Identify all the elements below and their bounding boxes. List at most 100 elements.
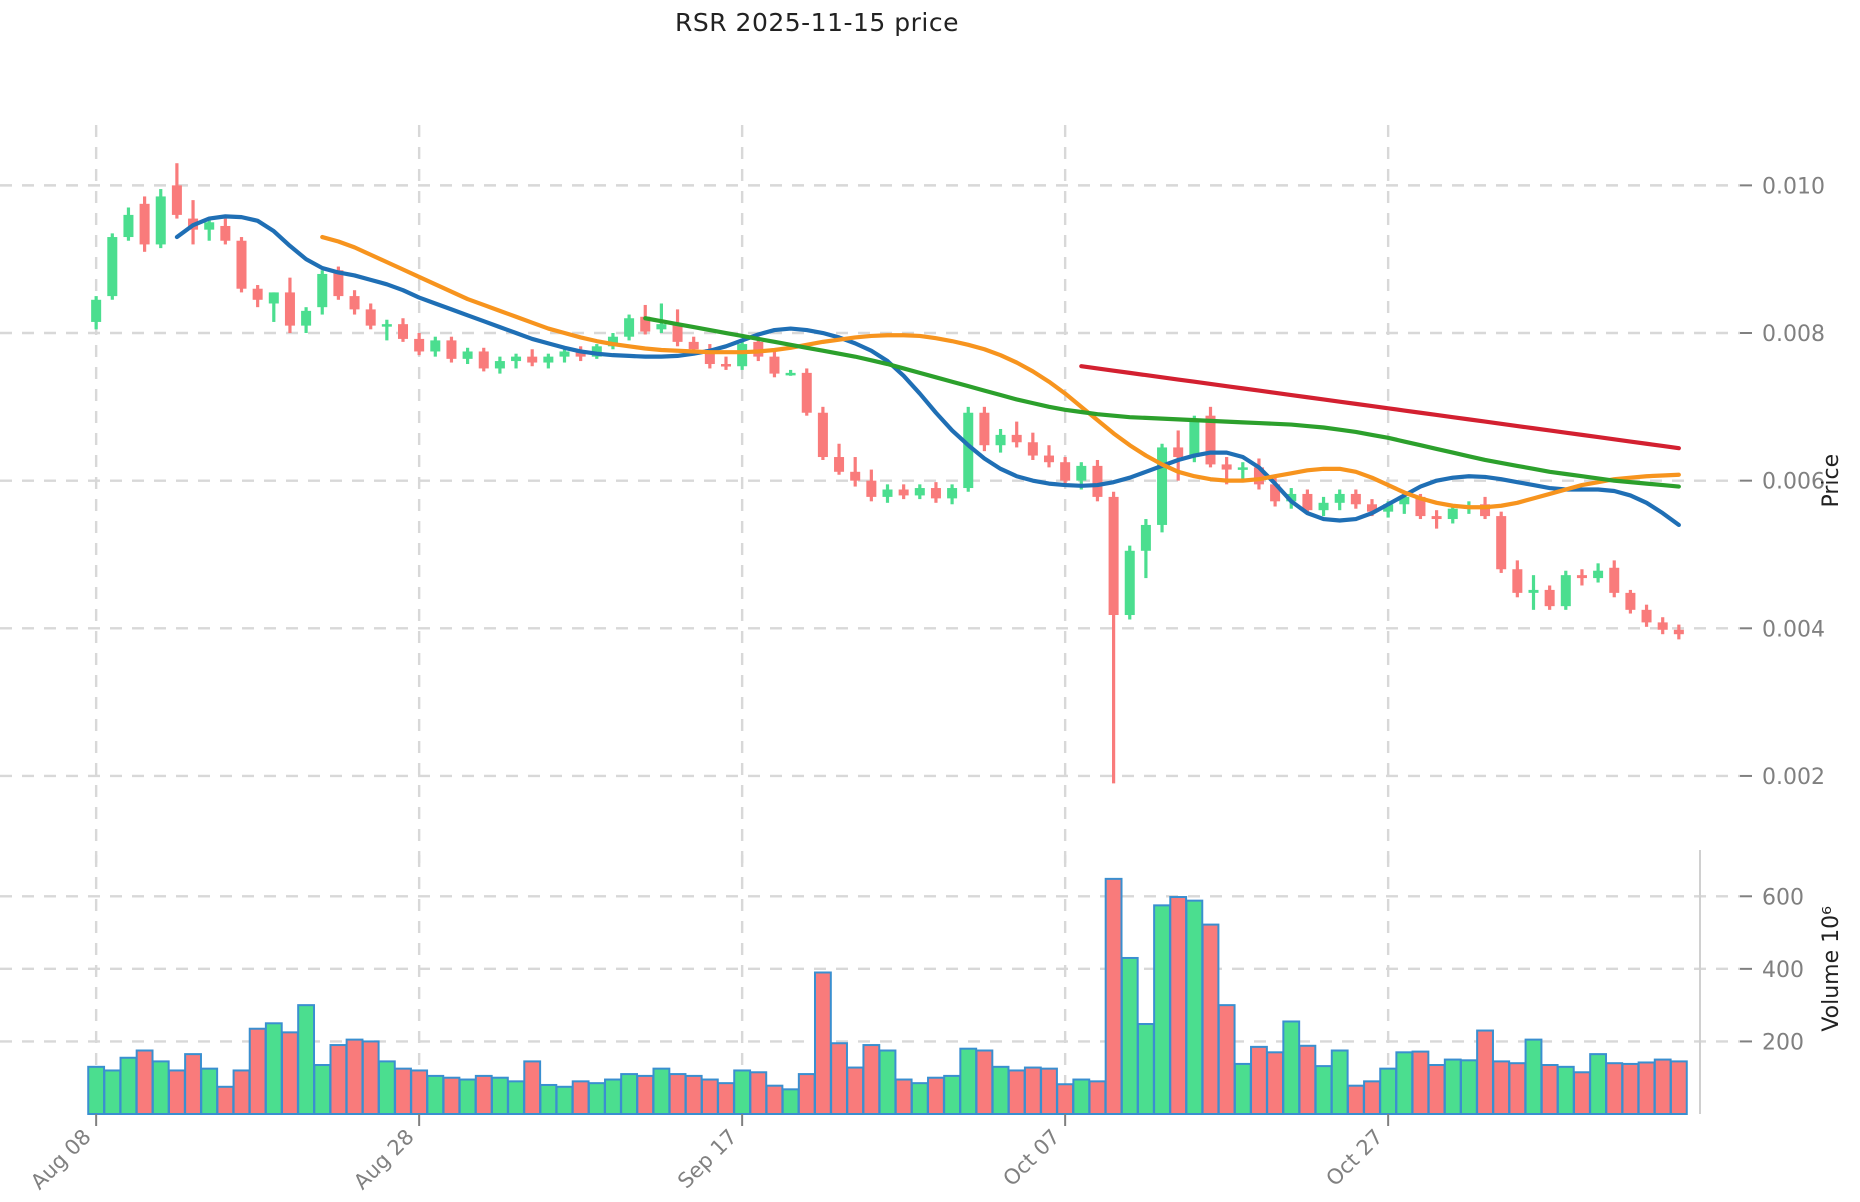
volume-bar bbox=[1669, 1060, 1688, 1116]
volume-bar bbox=[442, 1076, 461, 1115]
volume-bar bbox=[717, 1082, 735, 1115]
volume-bar bbox=[797, 1073, 816, 1115]
candle-body bbox=[446, 340, 457, 359]
candle-body bbox=[349, 296, 360, 310]
candle-body bbox=[317, 273, 328, 308]
candle-body bbox=[1237, 467, 1248, 470]
candle-body bbox=[882, 489, 893, 497]
candle-body bbox=[785, 372, 796, 376]
volume-bar bbox=[1023, 1066, 1042, 1116]
candle-body bbox=[1108, 496, 1119, 616]
volume-bar bbox=[1508, 1062, 1527, 1115]
candle-body bbox=[737, 344, 748, 367]
candle-body bbox=[1625, 592, 1636, 610]
volume-bar bbox=[684, 1074, 703, 1116]
volume-bar bbox=[248, 1027, 267, 1115]
candle-body bbox=[1431, 516, 1442, 520]
volume-bar bbox=[1233, 1062, 1252, 1115]
candle-body bbox=[1383, 504, 1394, 512]
x-tick-label: Aug 08 bbox=[26, 1125, 96, 1195]
candlestick-series bbox=[91, 163, 1684, 784]
volume-bar bbox=[587, 1082, 606, 1115]
volume-bar bbox=[846, 1066, 865, 1116]
price-tick-label: 0.006 bbox=[1762, 470, 1825, 495]
volume-bar bbox=[1007, 1069, 1026, 1116]
x-tick-label: Aug 28 bbox=[349, 1125, 419, 1195]
candle-body bbox=[947, 488, 958, 499]
grid-lines bbox=[0, 125, 1740, 1114]
candle-body bbox=[414, 338, 425, 352]
price-axis: 0.010 0.008 0.006 0.004 0.002 Price bbox=[1740, 174, 1844, 790]
x-tick-label: Oct 27 bbox=[1321, 1125, 1387, 1191]
volume-bar bbox=[1524, 1038, 1543, 1115]
volume-bar bbox=[1266, 1051, 1285, 1116]
candle-body bbox=[204, 222, 215, 230]
candle-body bbox=[1092, 465, 1103, 497]
candle-body bbox=[1302, 493, 1313, 511]
candle-body bbox=[963, 412, 974, 489]
volume-axis: 600 400 200 Volume 10⁶ bbox=[1740, 885, 1844, 1055]
candle-body bbox=[1399, 496, 1410, 505]
candle-body bbox=[1576, 575, 1587, 579]
volume-bar bbox=[781, 1088, 800, 1115]
candle-body bbox=[1609, 567, 1620, 593]
volume-bar bbox=[813, 971, 832, 1115]
candle-body bbox=[397, 324, 409, 339]
candle-body bbox=[1253, 467, 1264, 485]
volume-bar bbox=[167, 1069, 186, 1116]
volume-bar bbox=[1346, 1084, 1365, 1115]
candle-body bbox=[333, 270, 344, 297]
candle-body bbox=[720, 364, 732, 367]
candle-body bbox=[1060, 462, 1071, 481]
candle-body bbox=[640, 316, 651, 332]
x-tick-label: Oct 07 bbox=[998, 1125, 1064, 1191]
volume-bar bbox=[1492, 1060, 1511, 1116]
price-tick-label: 0.002 bbox=[1762, 765, 1825, 790]
candle-body bbox=[995, 434, 1006, 446]
volume-bar bbox=[1411, 1050, 1430, 1116]
volume-bar bbox=[1088, 1080, 1107, 1116]
candle-body bbox=[301, 310, 312, 326]
ma-green bbox=[643, 316, 1681, 489]
volume-bar bbox=[313, 1064, 332, 1115]
volume-tick-label: 400 bbox=[1762, 958, 1804, 983]
volume-bar bbox=[377, 1060, 396, 1116]
candle-body bbox=[1528, 589, 1539, 593]
candle-body bbox=[1560, 575, 1571, 607]
volume-bar bbox=[1072, 1078, 1091, 1115]
candle-body bbox=[1496, 516, 1507, 570]
candle-body bbox=[123, 214, 134, 238]
candle-body bbox=[1286, 493, 1297, 502]
volume-axis-label: Volume 10⁶ bbox=[1819, 906, 1844, 1032]
candle-body bbox=[1350, 493, 1361, 505]
volume-bar bbox=[1605, 1062, 1624, 1115]
chart-title: RSR 2025-11-15 price bbox=[674, 8, 959, 37]
candle-body bbox=[268, 292, 279, 304]
candle-body bbox=[1043, 455, 1055, 463]
volume-bar bbox=[264, 1022, 283, 1115]
candle-body bbox=[559, 351, 570, 357]
volume-bar bbox=[200, 1067, 219, 1115]
candle-body bbox=[1270, 484, 1281, 502]
candle-body bbox=[365, 309, 376, 326]
candle-body bbox=[1076, 465, 1087, 481]
volume-bar bbox=[119, 1056, 138, 1116]
volume-bar bbox=[1282, 1020, 1301, 1116]
volume-bar bbox=[1459, 1059, 1478, 1115]
volume-bar bbox=[1395, 1051, 1414, 1116]
candle-body bbox=[834, 457, 845, 472]
candle-body bbox=[1512, 569, 1523, 593]
volume-bar bbox=[636, 1074, 655, 1116]
volume-bar bbox=[943, 1074, 962, 1116]
volume-bar bbox=[232, 1069, 251, 1116]
candle-body bbox=[236, 240, 247, 289]
volume-bar bbox=[1540, 1064, 1559, 1115]
volume-bar bbox=[1443, 1058, 1462, 1115]
volume-tick-label: 200 bbox=[1762, 1030, 1804, 1055]
volume-bar bbox=[765, 1084, 784, 1115]
volume-bar bbox=[523, 1060, 542, 1116]
candle-body bbox=[478, 351, 489, 369]
volume-bar bbox=[507, 1080, 525, 1116]
volume-bar bbox=[151, 1060, 170, 1116]
